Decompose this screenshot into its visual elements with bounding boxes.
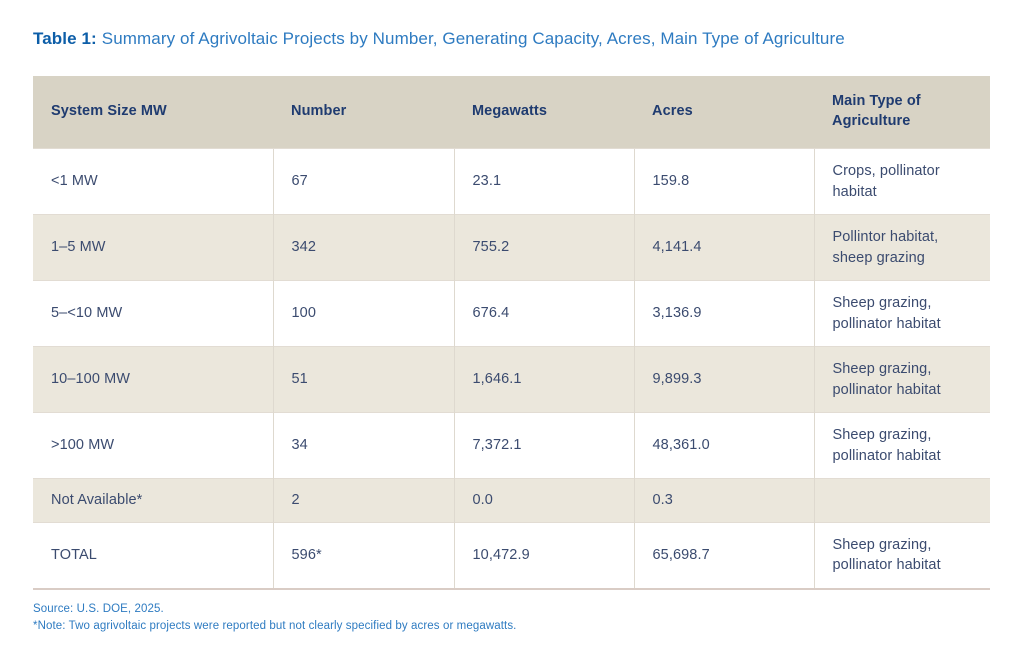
cell-agriculture (813, 478, 990, 523)
cell-acres: 0.3 (633, 478, 814, 523)
table-body: <1 MW 67 23.1 159.8 Crops, pollinator ha… (33, 148, 990, 589)
table-header: System Size MW Number Megawatts Acres Ma… (33, 76, 990, 149)
cell-number: 2 (272, 478, 454, 523)
row-label: Not Available* (33, 478, 273, 523)
table-row-10to100mw: 10–100 MW 51 1,646.1 9,899.3 Sheep grazi… (33, 346, 990, 413)
row-label: <1 MW (33, 148, 273, 215)
cell-agriculture: Sheep grazing, pollinator habitat (813, 522, 990, 589)
cell-acres: 65,698.7 (633, 522, 814, 589)
cell-acres: 3,136.9 (633, 280, 814, 347)
cell-agriculture: Sheep grazing, pollinator habitat (813, 346, 990, 413)
footnote: *Note: Two agrivoltaic projects were rep… (33, 619, 517, 632)
table-notes: Source: U.S. DOE, 2025. *Note: Two agriv… (33, 601, 991, 635)
cell-agriculture: Sheep grazing, pollinator habitat (813, 412, 990, 479)
row-label: 5–<10 MW (33, 280, 273, 347)
cell-megawatts: 7,372.1 (453, 412, 634, 479)
table-title-text: Summary of Agrivoltaic Projects by Numbe… (101, 29, 845, 48)
column-header-acres: Acres (634, 76, 814, 149)
column-header-megawatts: Megawatts (454, 76, 634, 149)
cell-number: 67 (272, 148, 454, 215)
row-label: TOTAL (33, 522, 273, 589)
table-row-total: TOTAL 596* 10,472.9 65,698.7 Sheep grazi… (33, 522, 990, 589)
table-row-5to10mw: 5–<10 MW 100 676.4 3,136.9 Sheep grazing… (33, 280, 990, 347)
cell-megawatts: 10,472.9 (453, 522, 634, 589)
cell-number: 100 (272, 280, 454, 347)
cell-megawatts: 23.1 (453, 148, 634, 215)
cell-agriculture: Pollintor habitat, sheep grazing (813, 214, 990, 281)
header-row: System Size MW Number Megawatts Acres Ma… (33, 76, 990, 149)
column-header-system-size: System Size MW (33, 76, 273, 149)
row-label: >100 MW (33, 412, 273, 479)
cell-acres: 9,899.3 (633, 346, 814, 413)
cell-megawatts: 755.2 (453, 214, 634, 281)
table-row-gt100mw: >100 MW 34 7,372.1 48,361.0 Sheep grazin… (33, 412, 990, 479)
cell-megawatts: 676.4 (453, 280, 634, 347)
source-note: Source: U.S. DOE, 2025. (33, 602, 164, 615)
table-title-label: Table 1: (33, 29, 97, 48)
cell-number: 596* (272, 522, 454, 589)
row-label: 1–5 MW (33, 214, 273, 281)
table-row-1to5mw: 1–5 MW 342 755.2 4,141.4 Pollintor habit… (33, 214, 990, 281)
table-row-not-available: Not Available* 2 0.0 0.3 (33, 478, 990, 523)
table-title: Table 1: Summary of Agrivoltaic Projects … (33, 28, 991, 50)
table-row-lt1mw: <1 MW 67 23.1 159.8 Crops, pollinator ha… (33, 148, 990, 215)
cell-agriculture: Crops, pollinator habitat (813, 148, 990, 215)
column-header-agriculture-type: Main Type of Agriculture (814, 76, 990, 149)
cell-number: 342 (272, 214, 454, 281)
cell-megawatts: 0.0 (453, 478, 634, 523)
cell-acres: 4,141.4 (633, 214, 814, 281)
cell-megawatts: 1,646.1 (453, 346, 634, 413)
cell-number: 34 (272, 412, 454, 479)
agrivoltaic-summary-table: System Size MW Number Megawatts Acres Ma… (33, 76, 990, 590)
cell-number: 51 (272, 346, 454, 413)
row-label: 10–100 MW (33, 346, 273, 413)
cell-acres: 48,361.0 (633, 412, 814, 479)
column-header-number: Number (273, 76, 454, 149)
cell-acres: 159.8 (633, 148, 814, 215)
cell-agriculture: Sheep grazing, pollinator habitat (813, 280, 990, 347)
